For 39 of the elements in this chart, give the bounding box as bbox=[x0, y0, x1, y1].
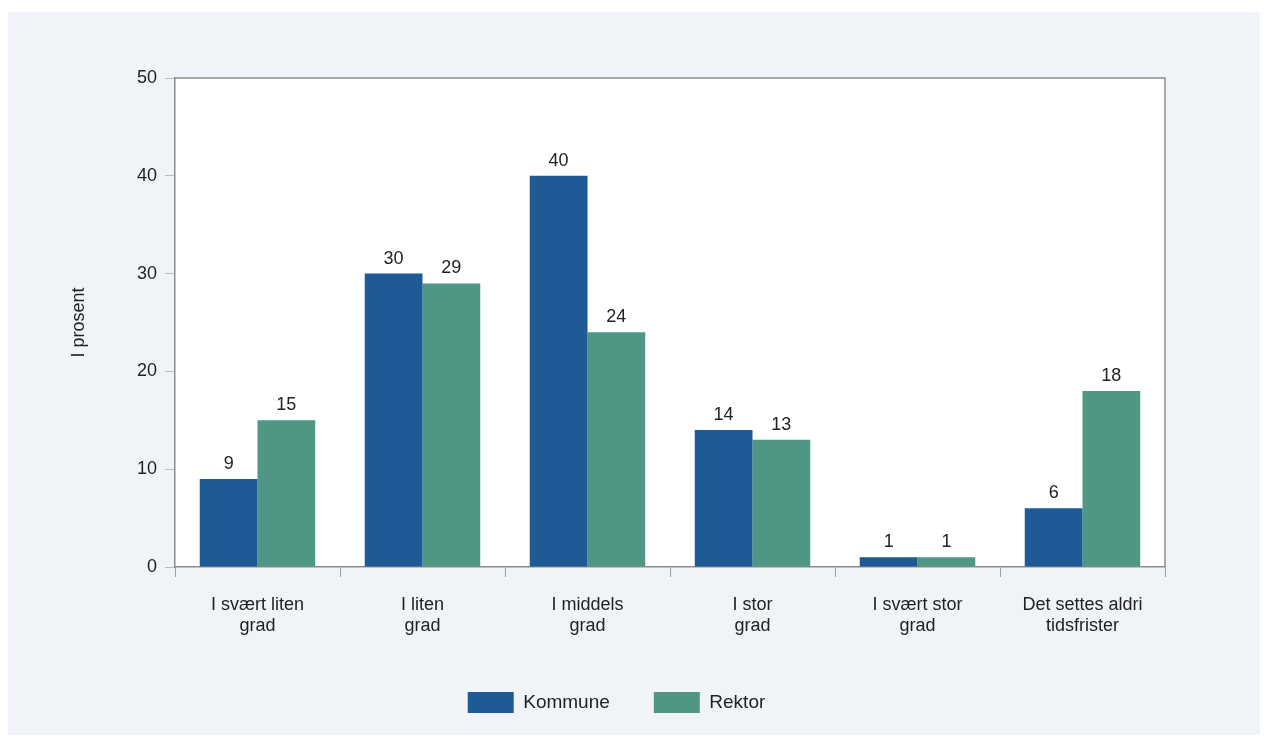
y-tick-label: 10 bbox=[136, 458, 157, 479]
x-tick-label: I svært stor grad bbox=[872, 593, 963, 636]
y-tick-label: 50 bbox=[136, 66, 157, 87]
y-axis-title: I prosent bbox=[67, 287, 88, 358]
x-tick-label: I stor grad bbox=[732, 593, 773, 636]
data-label: 14 bbox=[713, 404, 734, 425]
bar bbox=[752, 439, 811, 567]
x-tick-label: I svært liten grad bbox=[210, 593, 305, 636]
bar bbox=[257, 420, 316, 567]
data-label: 6 bbox=[1048, 482, 1059, 503]
y-tick-label: 40 bbox=[136, 164, 157, 185]
data-label: 18 bbox=[1101, 364, 1122, 385]
data-label: 24 bbox=[606, 306, 627, 327]
bar bbox=[859, 557, 918, 567]
bar bbox=[587, 332, 646, 567]
data-label: 29 bbox=[441, 257, 462, 278]
data-label: 9 bbox=[223, 452, 234, 473]
data-label: 13 bbox=[771, 413, 792, 434]
data-label: 15 bbox=[276, 394, 297, 415]
bar bbox=[1024, 508, 1083, 567]
x-tick-label: I middels grad bbox=[551, 593, 624, 636]
y-tick-label: 20 bbox=[136, 360, 157, 381]
legend-label: Kommune bbox=[523, 690, 610, 712]
bar bbox=[529, 175, 588, 567]
bar bbox=[199, 478, 258, 567]
bar bbox=[1082, 390, 1141, 567]
y-tick-label: 30 bbox=[136, 262, 157, 283]
bar bbox=[694, 430, 753, 567]
x-tick-label: Det settes aldri tidsfrister bbox=[1022, 593, 1143, 636]
bar bbox=[364, 273, 423, 567]
bar bbox=[422, 283, 481, 567]
legend-label: Rektor bbox=[709, 690, 766, 712]
y-tick-label: 0 bbox=[146, 555, 157, 576]
bar bbox=[917, 557, 976, 567]
data-label: 40 bbox=[548, 149, 569, 170]
data-label: 1 bbox=[883, 531, 894, 552]
x-tick-label: I liten grad bbox=[400, 593, 445, 636]
data-label: 1 bbox=[941, 531, 952, 552]
data-label: 30 bbox=[383, 247, 404, 268]
